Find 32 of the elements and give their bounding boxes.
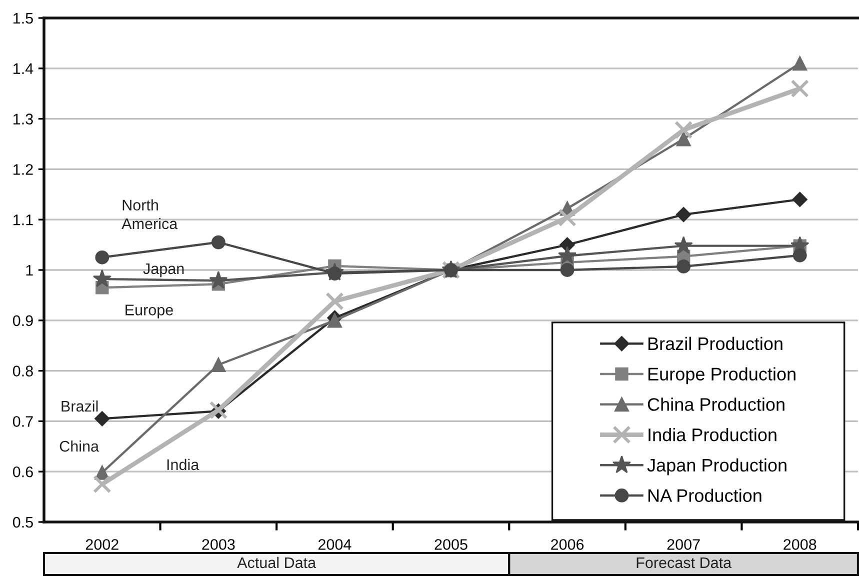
legend-label: India Production <box>648 428 776 442</box>
annotation: Japan <box>143 263 184 278</box>
annotation: Brazil <box>62 400 98 412</box>
y-tick-label: 0.8 <box>12 366 33 376</box>
x-tick-label: 2005 <box>434 539 468 550</box>
text: Forecast Data <box>636 557 732 568</box>
x-tick-label: 2007 <box>667 539 700 550</box>
y-tick-label: 1.4 <box>14 63 34 74</box>
y-tick-label: 0.7 <box>12 416 33 427</box>
x-tick-label: 2003 <box>202 539 235 550</box>
annotation: Europe <box>126 304 173 318</box>
x-tick-label: 2002 <box>86 539 118 550</box>
legend-label: China Production <box>648 398 784 411</box>
legend-label: Brazil Production <box>648 336 782 350</box>
x-tick-label: 2008 <box>784 539 816 550</box>
legend-label: NA Production <box>648 488 762 502</box>
x-tick-label: 2004 <box>318 539 352 550</box>
annotation: North America <box>122 199 178 230</box>
x-tick-label: 2006 <box>551 539 584 550</box>
y-tick-label: 1.5 <box>14 13 33 24</box>
y-tick-label: 1.2 <box>14 164 33 175</box>
legend-label: Europe Production <box>648 367 796 384</box>
text: Actual Data <box>237 556 316 568</box>
y-tick-label: 0.9 <box>12 315 33 326</box>
annotation: China <box>60 440 100 452</box>
y-tick-label: 1.3 <box>14 114 33 124</box>
annotation: India <box>167 458 200 470</box>
y-tick-label: 0.5 <box>12 516 33 528</box>
legend-label: Japan Production <box>647 458 786 476</box>
y-tick-label: 1 <box>26 265 33 276</box>
y-tick-label: 1.1 <box>14 214 33 226</box>
y-tick-label: 0.6 <box>12 466 33 478</box>
